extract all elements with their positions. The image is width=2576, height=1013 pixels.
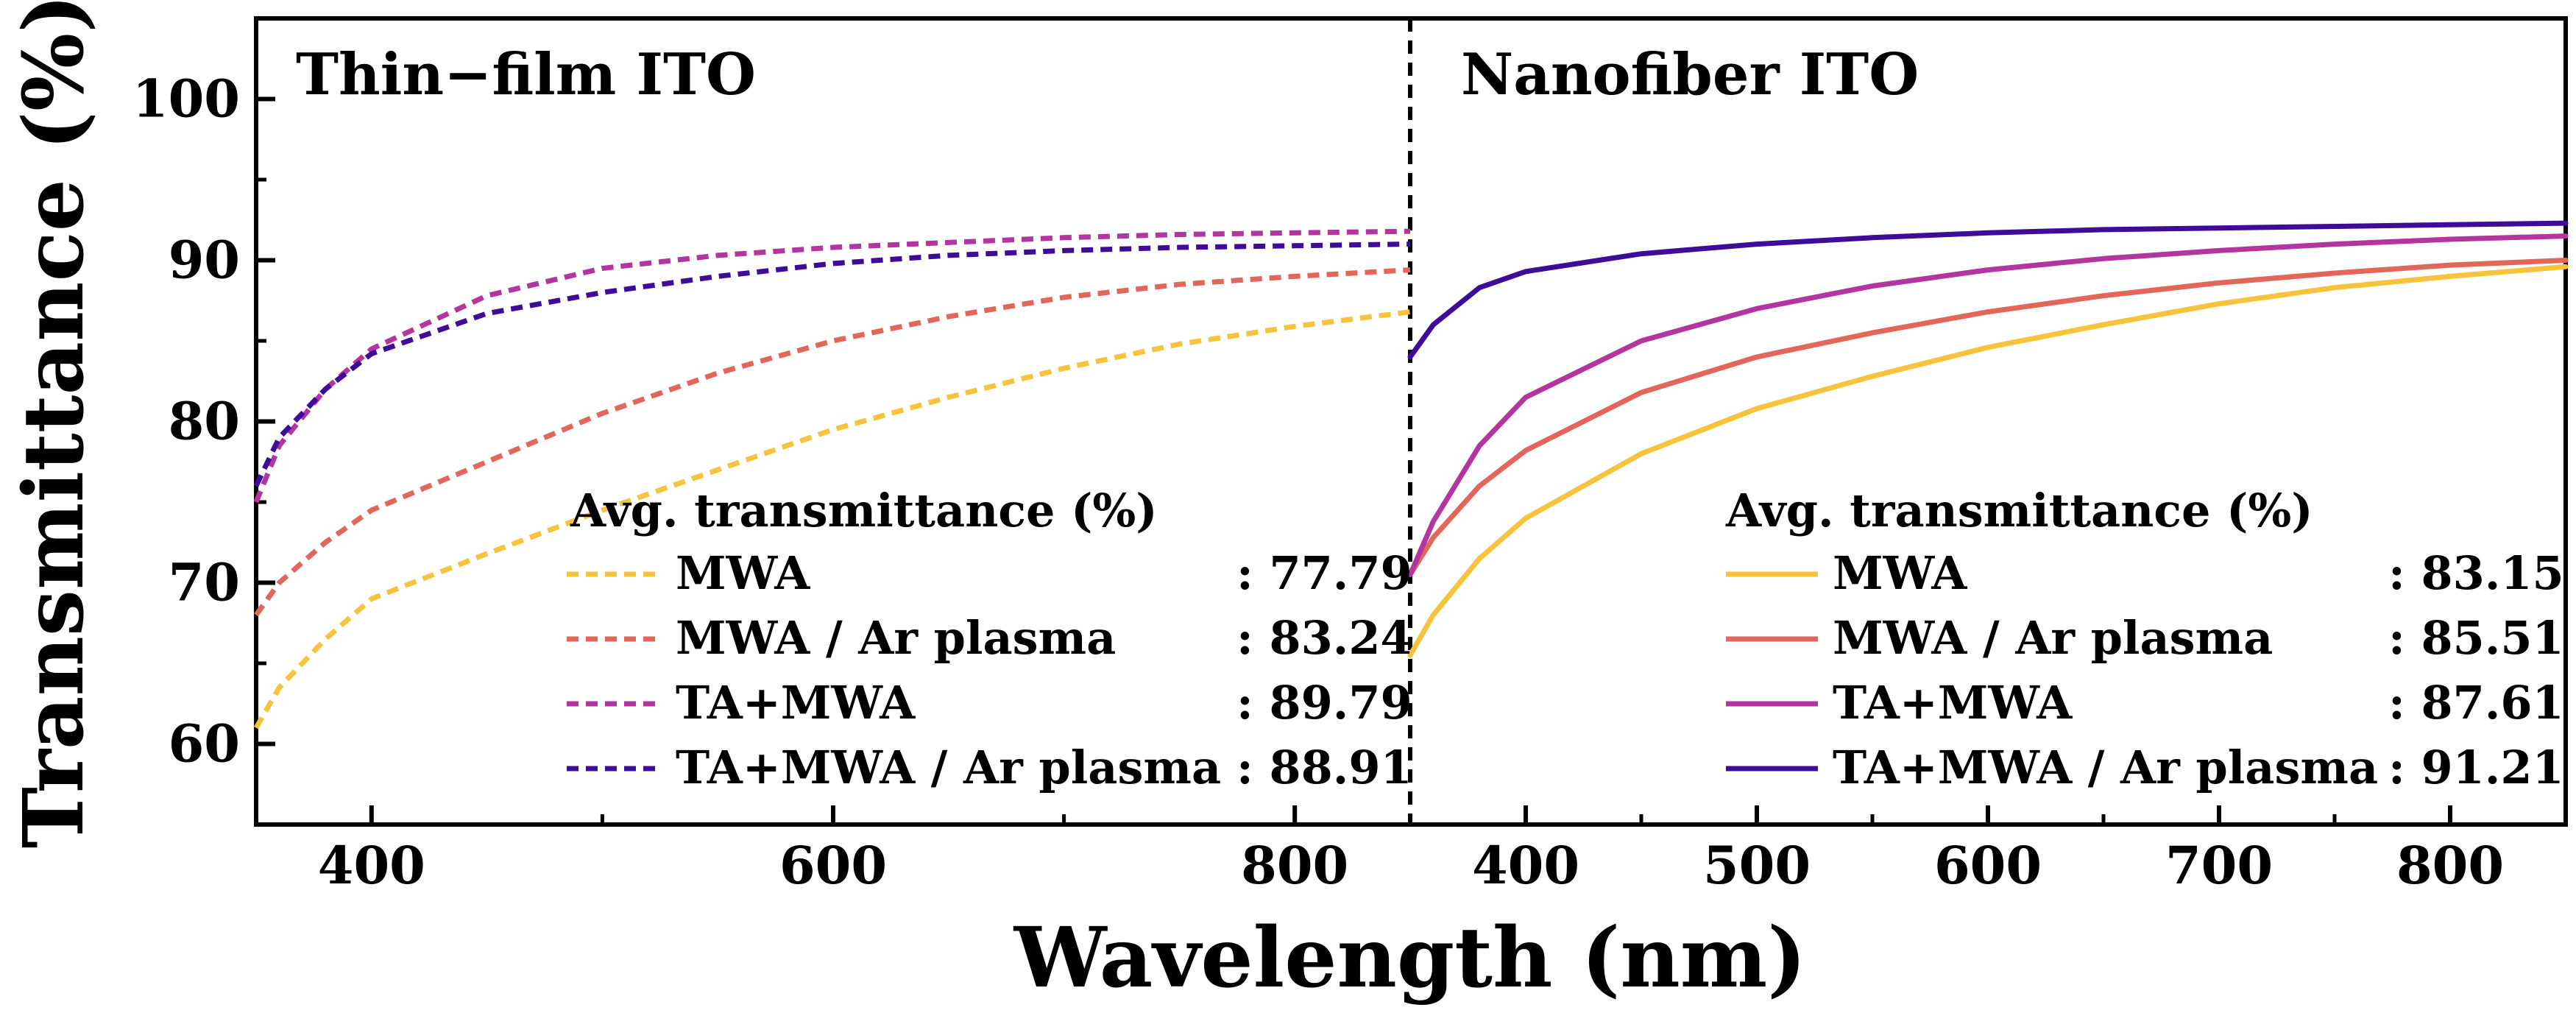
x-axis-title: Wavelength (nm) xyxy=(1013,910,1807,1006)
legend-title: Avg. transmittance (%) xyxy=(570,484,1158,537)
y-tick-label: 90 xyxy=(169,230,240,291)
legend-avg-value: : 83.15 xyxy=(2388,546,2564,600)
legend-avg-value: : 89.79 xyxy=(1236,676,1412,730)
legend-label: MWA / Ar plasma xyxy=(676,611,1116,665)
series-line xyxy=(1407,258,2569,577)
legend-avg-value: : 83.24 xyxy=(1236,611,1412,665)
series-line xyxy=(253,241,1411,487)
legend-title: Avg. transmittance (%) xyxy=(1725,484,2313,537)
y-tick-label: 80 xyxy=(169,391,240,452)
legend-avg-value: : 87.61 xyxy=(2388,676,2564,730)
x-tick-label: 400 xyxy=(1472,835,1579,896)
x-tick-label: 800 xyxy=(1241,835,1348,896)
x-tick-label: 400 xyxy=(318,835,425,896)
legend-avg-value: : 77.79 xyxy=(1236,546,1412,600)
series-line xyxy=(253,309,1411,730)
series-line xyxy=(254,267,1411,617)
legend-label: MWA / Ar plasma xyxy=(1833,611,2273,665)
legend-label: TA+MWA / Ar plasma xyxy=(676,741,1221,794)
legend-label: MWA xyxy=(1833,546,1967,600)
x-tick-label: 800 xyxy=(2396,835,2504,896)
axes-ticks: 60 70 80 90 100 400 600 800 400 500 600 700 800 xyxy=(132,68,2568,896)
x-tick-label: 700 xyxy=(2165,835,2273,896)
y-axis-title: Transmittance (%) xyxy=(6,0,102,848)
legend-avg-value: : 85.51 xyxy=(2388,611,2564,665)
legend-label: MWA xyxy=(676,546,810,600)
legend-label: TA+MWA xyxy=(676,676,916,730)
left-panel-title: Thin−film ITO xyxy=(296,41,756,108)
x-tick-label: 600 xyxy=(779,835,887,896)
series-line xyxy=(1407,220,2569,360)
y-tick-label: 100 xyxy=(132,68,240,130)
y-tick-label: 70 xyxy=(169,552,240,613)
series-line xyxy=(253,228,1411,504)
x-tick-label: 600 xyxy=(1934,835,2042,896)
legend-label: TA+MWA / Ar plasma xyxy=(1833,741,2378,794)
legend-avg-value: : 91.21 xyxy=(2388,741,2564,794)
series-line xyxy=(1407,264,2569,658)
right-panel-title: Nanofiber ITO xyxy=(1461,41,1919,108)
legend-label: TA+MWA xyxy=(1833,676,2073,730)
data-series xyxy=(253,220,2569,730)
x-tick-label: 500 xyxy=(1703,835,1811,896)
y-tick-label: 60 xyxy=(169,713,240,774)
legends: Avg. transmittance (%) MWA : 77.79 MWA / Ar… xyxy=(567,484,2564,794)
series-line xyxy=(1407,233,2569,577)
legend-avg-value: : 88.91 xyxy=(1236,741,1412,794)
